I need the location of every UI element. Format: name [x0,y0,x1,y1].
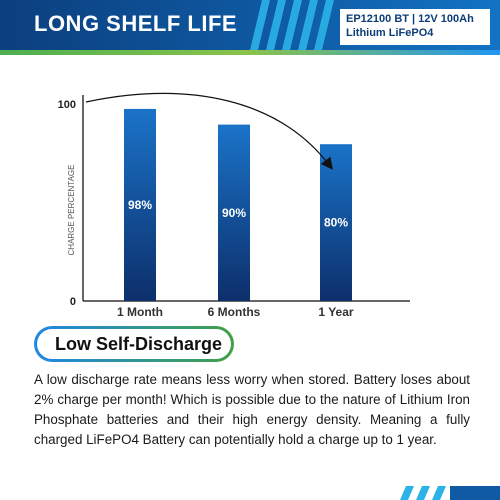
bar-1-month [124,108,156,301]
y-tick-top: 100 [58,99,76,111]
bar-6-months [218,124,250,301]
stripe-decoration [250,0,334,50]
product-label: EP12100 BT | 12V 100Ah Lithium LiFePO4 [340,9,490,45]
bar-value-label: 90% [222,206,246,220]
bar-value-label: 80% [324,216,348,230]
bar-value-label: 98% [128,198,152,212]
description-text: A low discharge rate means less worry wh… [34,372,470,447]
footer-stripe-decoration [400,486,500,500]
section-heading: Low Self-Discharge [37,329,231,359]
accent-divider [0,50,500,55]
section-heading-pill: Low Self-Discharge [34,326,234,362]
x-tick-label: 1 Year [318,305,353,319]
y-axis-label: CHARGE PERCENTAGE [67,165,76,256]
bar-chart: CHARGE PERCENTAGE 100 0 98% 1 Month 90% 6 M… [58,92,410,319]
bar-1-year [320,144,352,301]
x-tick-label: 1 Month [117,305,163,319]
page-title: LONG SHELF LIFE [34,11,238,36]
product-chemistry: Lithium LiFePO4 [346,27,434,39]
y-tick-bottom: 0 [70,296,76,308]
product-model: EP12100 BT | 12V 100Ah [346,13,474,25]
x-tick-label: 6 Months [208,305,261,319]
trend-arrow [85,92,333,170]
header-banner: LONG SHELF LIFE EP12100 BT | 12V 100Ah L… [0,0,500,50]
